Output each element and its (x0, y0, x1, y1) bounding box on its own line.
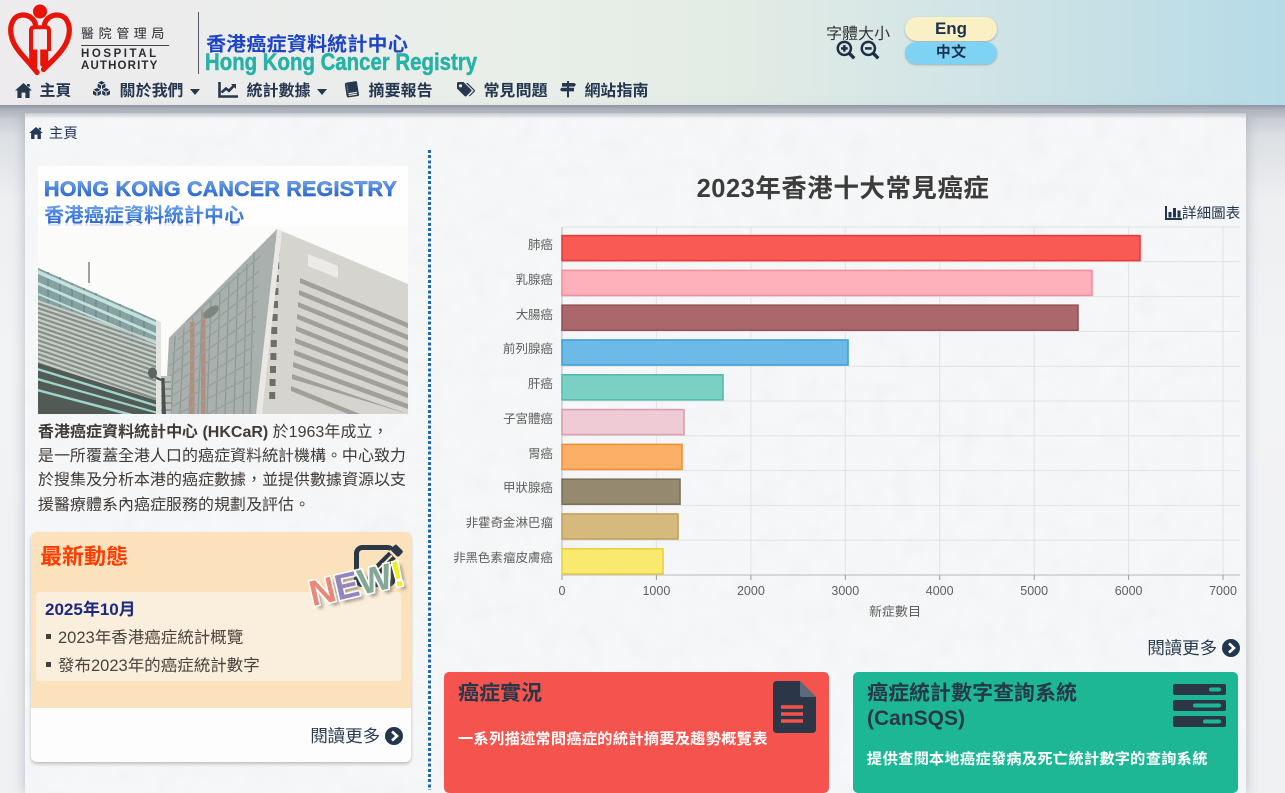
svg-text:非霍奇金淋巴瘤: 非霍奇金淋巴瘤 (465, 516, 553, 530)
svg-text:肝癌: 肝癌 (528, 377, 553, 391)
svg-text:前列腺癌: 前列腺癌 (503, 342, 553, 356)
svg-text:6000: 6000 (1115, 584, 1143, 598)
svg-text:1000: 1000 (642, 584, 670, 598)
svg-text:大腸癌: 大腸癌 (515, 308, 553, 322)
svg-text:7000: 7000 (1209, 584, 1237, 598)
svg-text:5000: 5000 (1020, 584, 1048, 598)
svg-text:3000: 3000 (831, 584, 859, 598)
svg-text:新症數目: 新症數目 (869, 604, 921, 619)
svg-text:0: 0 (559, 584, 566, 598)
svg-text:甲狀腺癌: 甲狀腺癌 (503, 481, 553, 495)
svg-text:4000: 4000 (926, 584, 954, 598)
svg-text:2000: 2000 (737, 584, 765, 598)
svg-text:非黑色素瘤皮膚癌: 非黑色素瘤皮膚癌 (453, 551, 553, 565)
svg-text:肺癌: 肺癌 (528, 238, 553, 252)
svg-text:子宮體癌: 子宮體癌 (503, 412, 553, 426)
svg-text:胃癌: 胃癌 (528, 447, 553, 461)
svg-text:乳腺癌: 乳腺癌 (515, 273, 553, 287)
